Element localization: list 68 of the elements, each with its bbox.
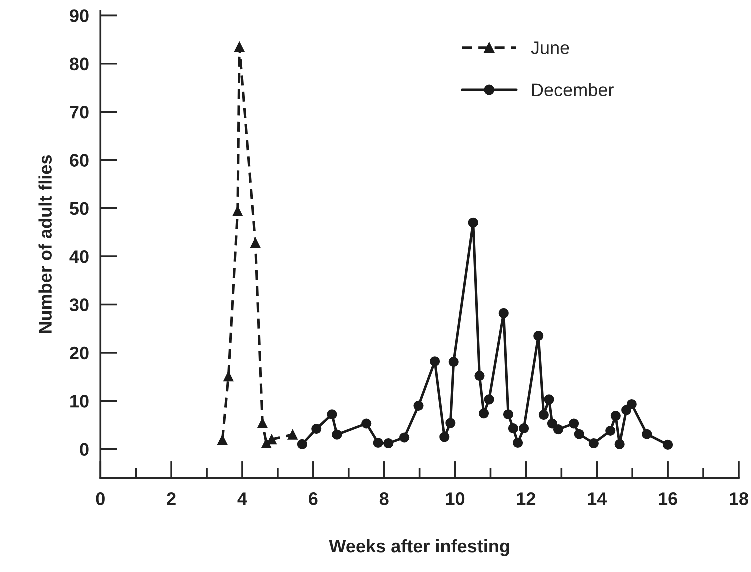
- x-tick-label: 4: [238, 492, 248, 506]
- point: [232, 206, 243, 216]
- point: [538, 410, 549, 420]
- point: [250, 238, 261, 248]
- x-axis-title: Weeks after infesting: [329, 539, 510, 556]
- x-tick-label: 2: [167, 492, 176, 506]
- point: [446, 418, 456, 428]
- point: [569, 418, 580, 429]
- point: [332, 430, 342, 440]
- y-tick-label: 50: [70, 202, 89, 216]
- x-tick-label: 12: [517, 492, 536, 506]
- point: [327, 410, 338, 420]
- y-axis-title: Number of adult flies: [38, 155, 52, 334]
- y-tick-label: 80: [70, 58, 89, 71]
- point: [614, 439, 625, 450]
- point: [642, 429, 652, 440]
- point: [503, 410, 514, 420]
- point: [508, 424, 518, 434]
- point: [588, 438, 599, 449]
- point: [258, 418, 268, 428]
- x-tick-label: 6: [309, 492, 318, 506]
- point: [547, 418, 558, 429]
- x-tick-label: 14: [588, 492, 608, 506]
- point: [234, 42, 245, 52]
- point: [384, 438, 394, 449]
- y-tick-label: 20: [70, 346, 89, 360]
- point: [430, 356, 440, 367]
- point: [474, 371, 485, 382]
- point: [513, 438, 524, 448]
- point: [626, 399, 637, 410]
- y-tick-label: 60: [70, 154, 89, 167]
- y-tick-label: 0: [80, 443, 89, 456]
- point: [574, 429, 584, 440]
- point: [288, 430, 298, 440]
- point: [297, 439, 308, 450]
- point: [266, 434, 277, 445]
- x-tick-label: 16: [659, 492, 678, 506]
- point: [440, 432, 450, 442]
- point: [534, 331, 544, 342]
- point: [468, 218, 478, 228]
- legend-label: June: [531, 42, 570, 54]
- point: [519, 424, 530, 434]
- x-tick-label: 8: [380, 492, 389, 506]
- y-tick-label: 30: [70, 298, 89, 312]
- point: [373, 438, 384, 448]
- point: [498, 308, 509, 318]
- point: [414, 400, 424, 411]
- y-tick-label: 90: [70, 10, 89, 22]
- y-tick-label: 10: [70, 395, 89, 408]
- x-tick-label: 18: [730, 492, 748, 506]
- point: [224, 372, 234, 382]
- point: [484, 394, 494, 405]
- point: [312, 424, 322, 434]
- y-tick-label: 40: [70, 250, 89, 264]
- point: [362, 418, 372, 429]
- point: [400, 432, 410, 443]
- y-tick-label: 70: [70, 106, 89, 119]
- x-tick-label: 0: [96, 492, 105, 506]
- point: [544, 394, 554, 405]
- point: [478, 408, 490, 419]
- point: [610, 411, 621, 422]
- point: [606, 426, 616, 436]
- point: [448, 357, 459, 368]
- legend-label: December: [532, 83, 614, 97]
- point: [663, 440, 674, 450]
- point: [218, 435, 228, 446]
- point: [553, 424, 564, 435]
- x-tick-label: 10: [446, 492, 465, 506]
